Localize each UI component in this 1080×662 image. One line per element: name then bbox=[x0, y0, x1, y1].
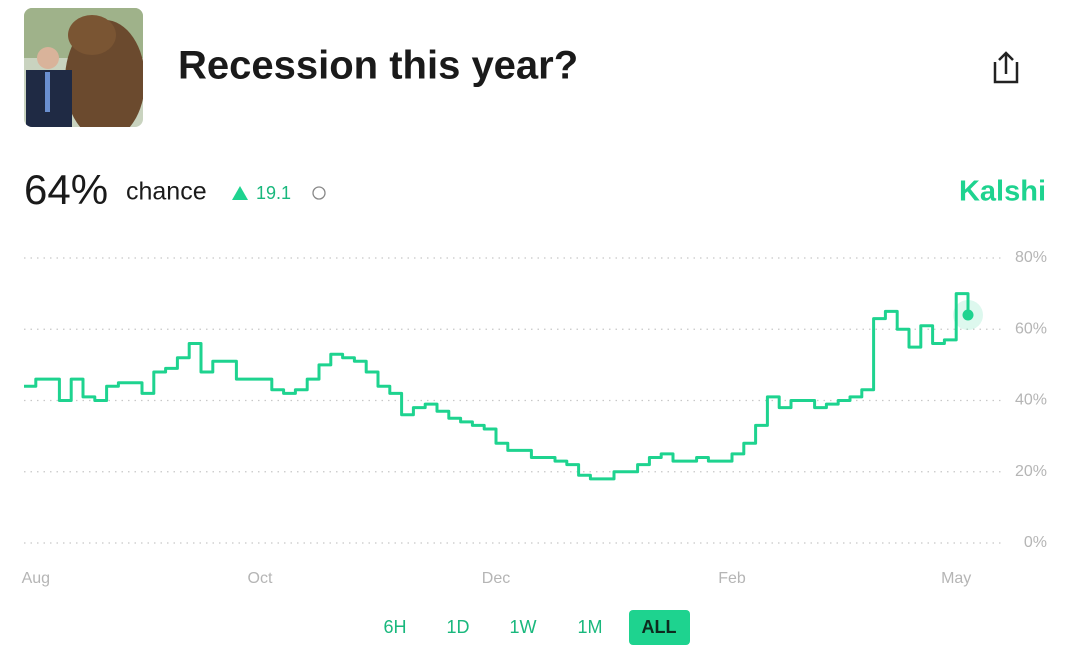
source: Kalshi bbox=[959, 176, 1046, 208]
button-highlight bbox=[629, 610, 690, 645]
button-label: 1W bbox=[510, 617, 537, 637]
title: Recession this year? bbox=[178, 44, 578, 88]
plot: 0% 20% 40% 60% 80% Aug Oct Dec Feb May bbox=[22, 249, 1047, 587]
x-tick-label: May bbox=[941, 570, 971, 587]
range-button[interactable]: 1M bbox=[577, 617, 602, 637]
y-tick-label: 40% bbox=[1015, 392, 1047, 409]
y-tick-label: 80% bbox=[1015, 249, 1047, 266]
x-tick-label: Oct bbox=[248, 570, 273, 587]
button-label: 1D bbox=[446, 617, 469, 637]
button-label: 1M bbox=[577, 617, 602, 637]
range-button[interactable]: ALL bbox=[629, 610, 690, 645]
y-tick-label: 0% bbox=[1024, 534, 1047, 551]
market-image bbox=[24, 8, 143, 127]
y-tick-label: 60% bbox=[1015, 320, 1047, 337]
range-buttons: 6H 1D 1W 1M ALL bbox=[383, 610, 690, 645]
range-button[interactable]: 1D bbox=[446, 617, 469, 637]
chance-label: chance bbox=[126, 178, 207, 206]
button-label: 6H bbox=[383, 617, 406, 637]
info-icon[interactable] bbox=[312, 186, 326, 200]
y-tick-label: 20% bbox=[1015, 463, 1047, 480]
button-label: ALL bbox=[642, 617, 677, 637]
line bbox=[24, 292, 970, 481]
range-button[interactable]: 1W bbox=[510, 617, 537, 637]
up-arrow bbox=[232, 186, 248, 200]
x-tick-label: Feb bbox=[718, 570, 746, 587]
end-point bbox=[962, 309, 974, 321]
x-tick-label: Aug bbox=[22, 570, 50, 587]
probability: 64% bbox=[24, 166, 108, 213]
change: 19.1 bbox=[256, 183, 291, 203]
range-button[interactable]: 6H bbox=[383, 617, 406, 637]
share-button[interactable] bbox=[993, 51, 1019, 84]
x-tick-label: Dec bbox=[482, 570, 510, 587]
